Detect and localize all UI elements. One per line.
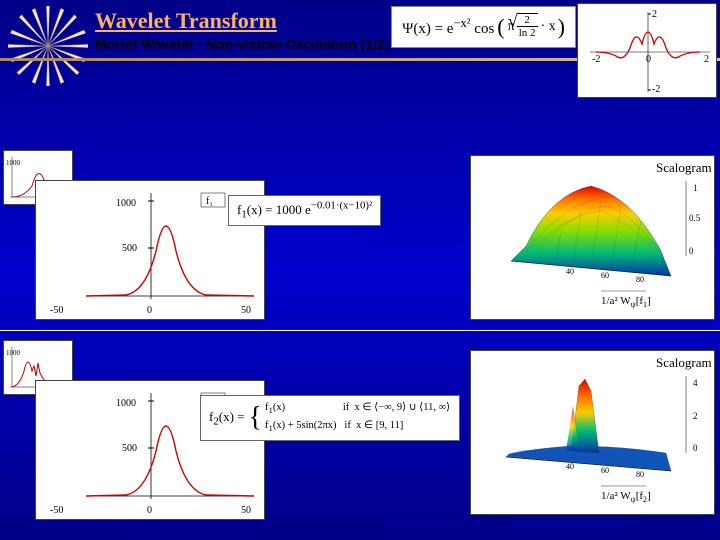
svg-text:2: 2 xyxy=(693,411,698,421)
svg-text:1: 1 xyxy=(693,183,698,193)
svg-text:1/a² Wψ[f2]: 1/a² Wψ[f2] xyxy=(601,490,651,504)
svg-text:-2: -2 xyxy=(592,54,600,65)
svg-text:f₁: f₁ xyxy=(206,196,213,207)
svg-text:500: 500 xyxy=(122,443,137,454)
row2-scalogram: Scalogram 4 2 0 40 60 80 1/a² Wψ[f2] xyxy=(470,350,715,515)
svg-text:500: 500 xyxy=(122,243,137,254)
svg-text:1000: 1000 xyxy=(6,159,21,167)
divider xyxy=(0,330,720,331)
svg-text:1000: 1000 xyxy=(116,398,136,409)
svg-text:0: 0 xyxy=(689,246,694,256)
svg-text:0: 0 xyxy=(147,505,152,516)
svg-text:80: 80 xyxy=(636,275,644,284)
scalogram-title: Scalogram xyxy=(656,160,712,175)
svg-text:4: 4 xyxy=(693,378,698,388)
svg-text:0.5: 0.5 xyxy=(689,213,701,223)
psi-formula: Ψ(x) = e−x² cos ( π √ 2 ln 2 · x ) xyxy=(391,6,576,48)
svg-text:-50: -50 xyxy=(50,305,63,316)
svg-text:2: 2 xyxy=(652,9,657,20)
row1-formula: f1(x) = 1000 e−0.01·(x−10)² xyxy=(228,195,381,226)
svg-text:60: 60 xyxy=(601,271,609,280)
wavelet-thumbnail: -2 2 0 2 -2 xyxy=(577,3,717,98)
svg-text:50: 50 xyxy=(241,505,251,516)
svg-text:80: 80 xyxy=(636,470,644,479)
svg-text:0: 0 xyxy=(693,443,698,453)
svg-text:-2: -2 xyxy=(652,84,660,95)
row2-formula: f2(x) = { f1(x) if x ∈ ⟨−∞, 9⟩ ∪ ⟨11, ∞⟩… xyxy=(200,395,460,441)
svg-text:1/a² Wψ[f1]: 1/a² Wψ[f1] xyxy=(601,295,651,309)
svg-text:0: 0 xyxy=(646,54,651,65)
scalogram-title: Scalogram xyxy=(656,355,712,370)
svg-text:50: 50 xyxy=(241,305,251,316)
svg-text:-50: -50 xyxy=(50,505,63,516)
svg-text:40: 40 xyxy=(566,267,574,276)
row1-scalogram: Scalogram 1 0.5 0 40 60 80 xyxy=(470,155,715,320)
svg-text:1000: 1000 xyxy=(116,198,136,209)
svg-text:40: 40 xyxy=(566,462,574,471)
svg-text:0: 0 xyxy=(147,305,152,316)
svg-text:2: 2 xyxy=(704,54,709,65)
svg-text:60: 60 xyxy=(601,466,609,475)
svg-text:1000: 1000 xyxy=(6,349,21,357)
